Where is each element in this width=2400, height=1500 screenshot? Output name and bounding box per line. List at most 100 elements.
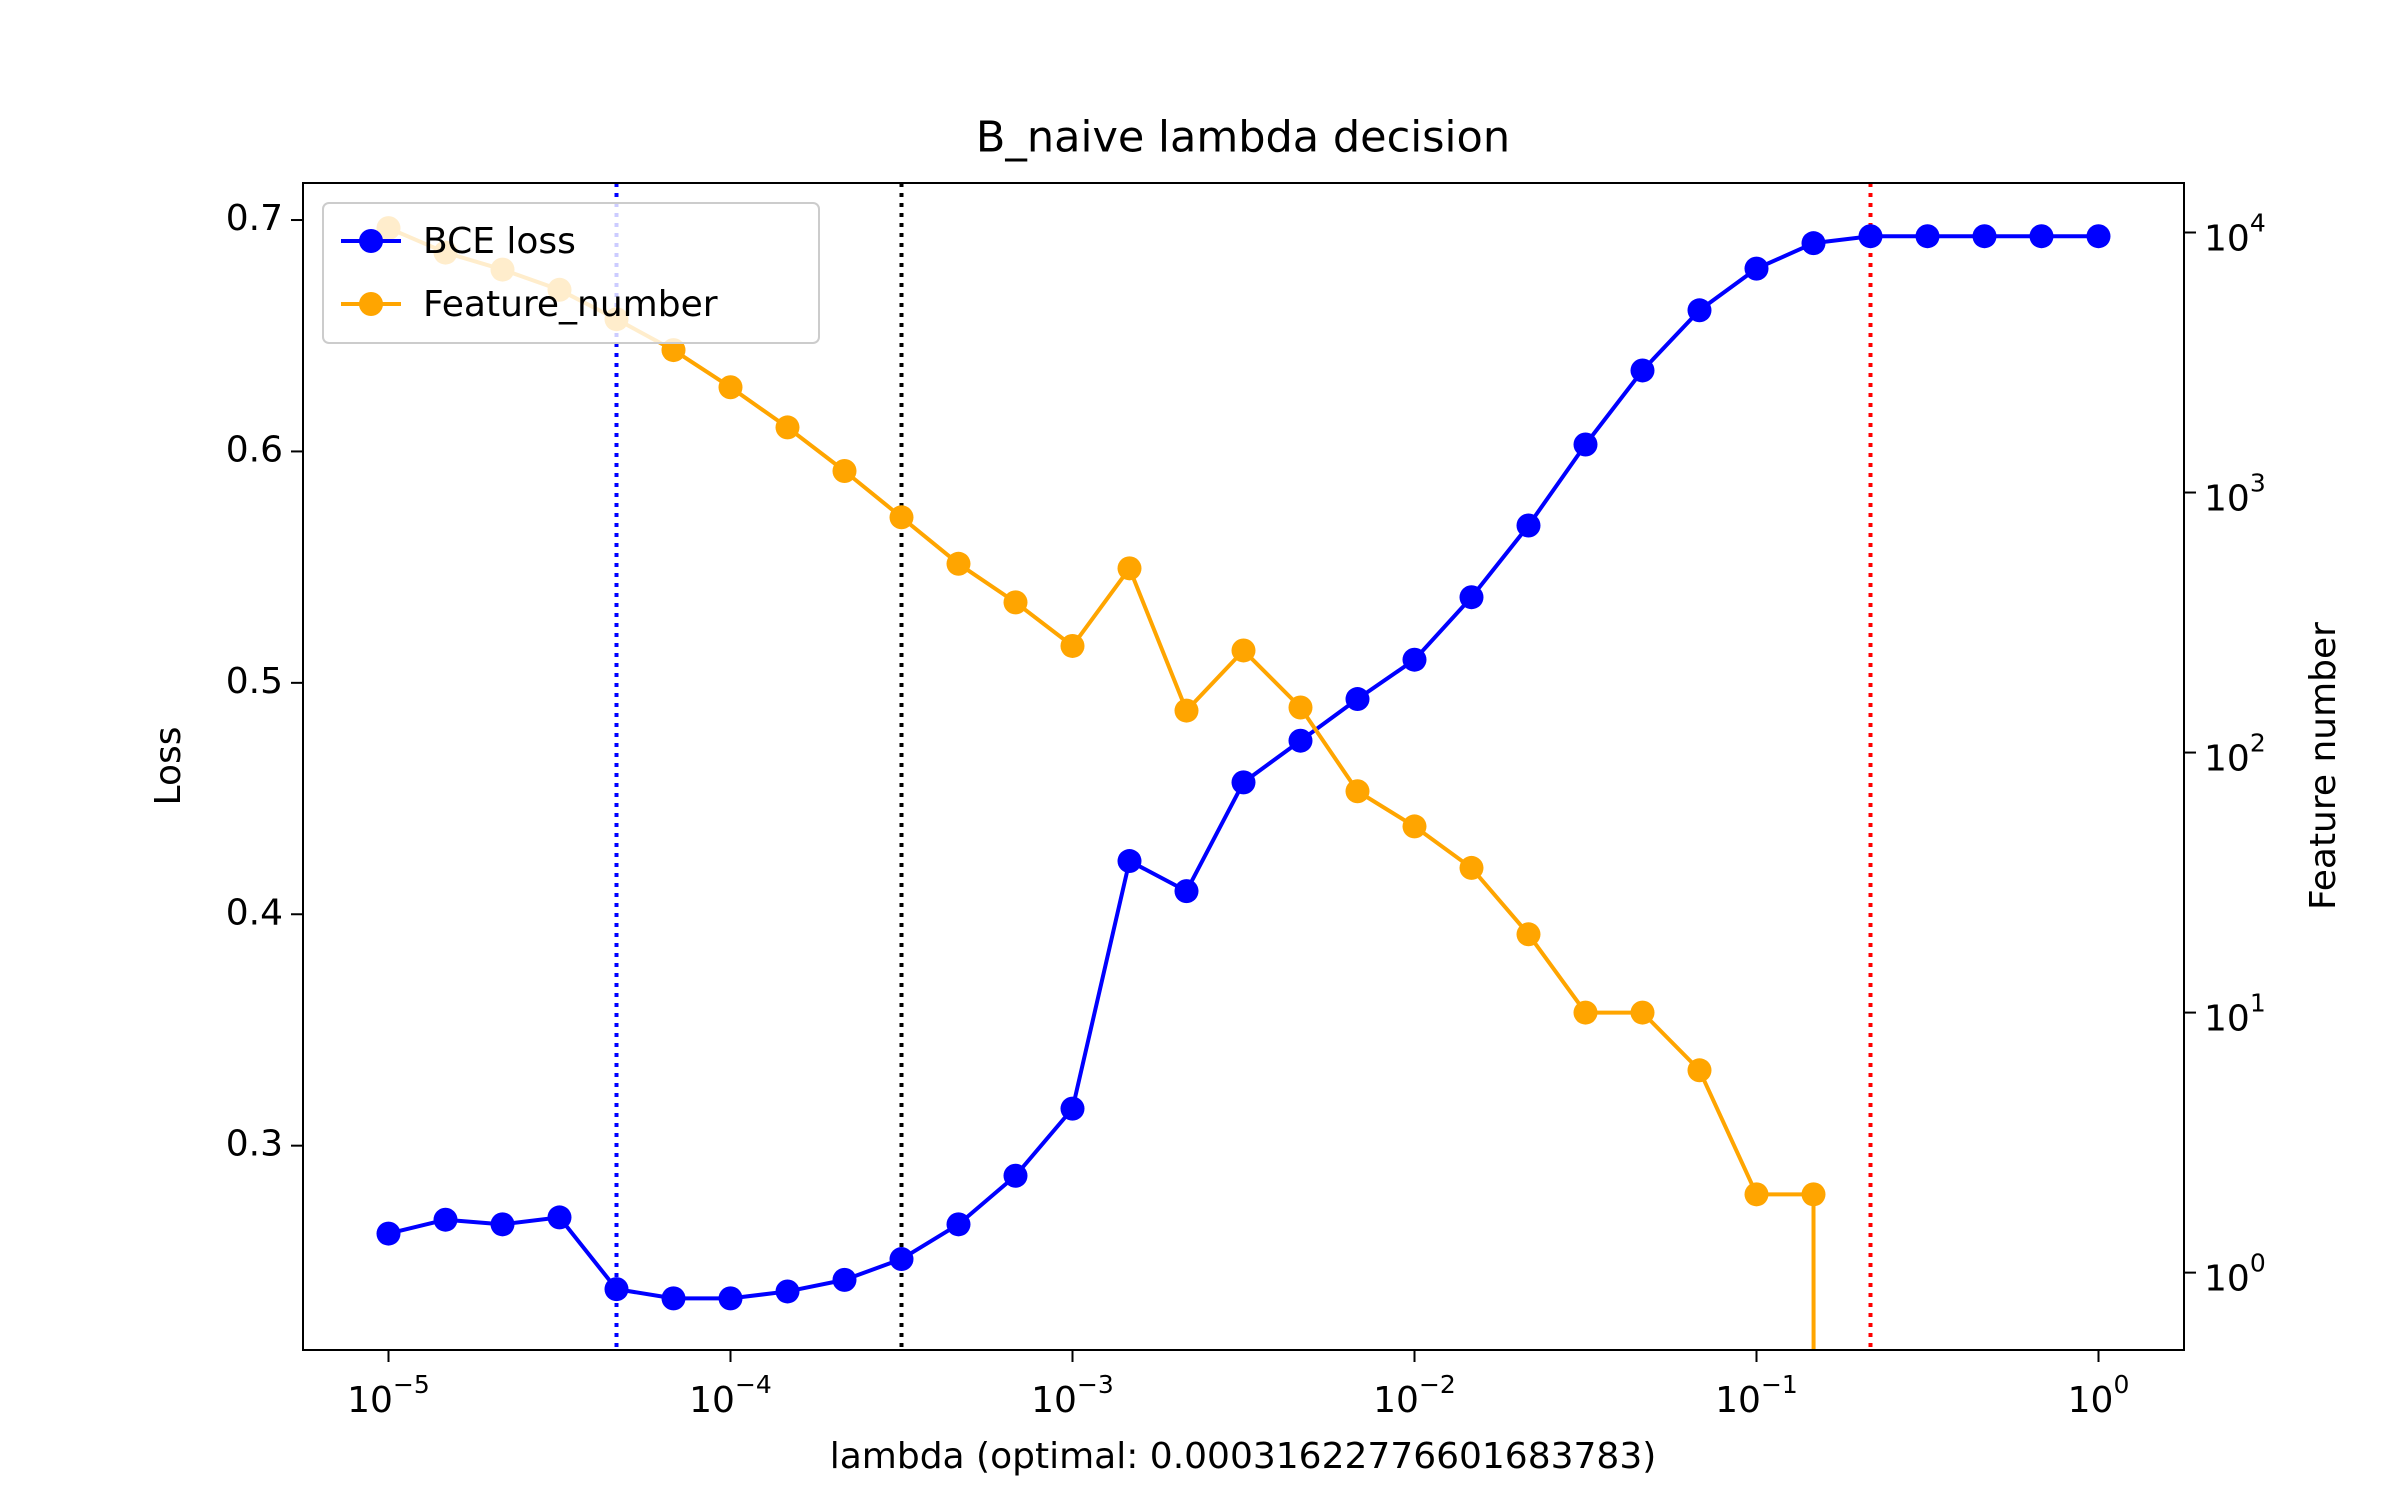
y2-tick-label: 103 — [2204, 469, 2266, 520]
x-tick-label: 10−1 — [1715, 1370, 1798, 1421]
y-axis-label: Loss — [148, 727, 189, 806]
plot-area — [376, 183, 2111, 1350]
data-point — [1915, 224, 1940, 249]
x-tick-label-base: 10 — [1031, 1380, 1077, 1421]
y-tick-label: 0.5 — [226, 661, 283, 702]
legend-label: Feature_number — [423, 284, 718, 325]
legend-label: BCE loss — [423, 221, 576, 262]
data-point — [1060, 1096, 1085, 1121]
data-point — [1060, 633, 1085, 658]
data-point — [1117, 849, 1142, 874]
data-point — [718, 375, 743, 400]
y-tick-label: 0.4 — [226, 892, 283, 933]
data-point — [1573, 432, 1598, 457]
data-point — [1231, 638, 1256, 663]
data-point — [1630, 1000, 1655, 1025]
y2-tick-label: 101 — [2204, 989, 2266, 1040]
data-point — [1345, 779, 1370, 804]
y-tick-label: 0.3 — [226, 1124, 283, 1165]
y2-tick-label-base: 10 — [2204, 218, 2250, 259]
data-point — [889, 505, 914, 530]
data-point — [832, 458, 857, 483]
data-point — [775, 1279, 800, 1304]
y2-tick-label-exponent: 2 — [2250, 729, 2266, 758]
y-tick-label: 0.7 — [226, 198, 283, 239]
y2-tick-label-exponent: 0 — [2250, 1249, 2266, 1278]
data-point — [1003, 590, 1028, 615]
data-point — [490, 1212, 515, 1237]
data-point — [1972, 224, 1997, 249]
x-tick-label-base: 10 — [1715, 1380, 1761, 1421]
data-point — [433, 1207, 458, 1232]
data-point — [832, 1267, 857, 1292]
y2-axis-label: Feature number — [2303, 622, 2344, 910]
data-point — [547, 1205, 572, 1230]
data-point — [1687, 298, 1712, 323]
x-tick-label-exponent: −2 — [1419, 1370, 1456, 1399]
data-point — [718, 1286, 743, 1311]
x-axis-label: lambda (optimal: 0.00031622776601683783) — [830, 1436, 1657, 1477]
data-point — [1516, 922, 1541, 947]
legend-box — [322, 202, 820, 344]
data-point — [1459, 855, 1484, 880]
data-point — [1744, 256, 1769, 281]
series-line — [387, 226, 1816, 1350]
y2-tick-label-exponent: 3 — [2250, 469, 2266, 498]
data-point — [2086, 224, 2111, 249]
data-point — [1345, 687, 1370, 712]
x-tick-label-base: 10 — [1373, 1380, 1419, 1421]
data-point — [1801, 1182, 1826, 1207]
y2-tick-label: 102 — [2204, 729, 2266, 780]
data-point — [1288, 728, 1313, 753]
data-point — [661, 338, 686, 363]
data-point — [1402, 647, 1427, 672]
data-point — [1459, 585, 1484, 610]
data-point — [1174, 698, 1199, 723]
x-tick-label-exponent: −3 — [1077, 1370, 1114, 1399]
x-tick-label-exponent: −1 — [1761, 1370, 1798, 1399]
x-tick-label: 10−4 — [689, 1370, 772, 1421]
y-tick-label: 0.6 — [226, 429, 283, 470]
x-tick-label: 10−5 — [347, 1370, 430, 1421]
data-point — [1288, 695, 1313, 720]
x-tick-label-base: 10 — [2068, 1380, 2114, 1421]
y2-tick-label-base: 10 — [2204, 999, 2250, 1040]
legend-marker — [359, 292, 383, 316]
x-tick-label-exponent: 0 — [2113, 1370, 2129, 1399]
x-tick-label-base: 10 — [689, 1380, 735, 1421]
y2-tick-label-base: 10 — [2204, 1259, 2250, 1300]
data-point — [1801, 231, 1826, 256]
y2-tick-label-exponent: 1 — [2250, 989, 2266, 1018]
x-tick-label-exponent: −4 — [735, 1370, 772, 1399]
data-point — [1687, 1058, 1712, 1083]
data-point — [2029, 224, 2054, 249]
data-point — [1003, 1163, 1028, 1188]
data-point — [1174, 879, 1199, 904]
data-point — [661, 1286, 686, 1311]
y2-tick-label-exponent: 4 — [2250, 208, 2266, 237]
y2-tick-label-base: 10 — [2204, 739, 2250, 780]
data-point — [775, 415, 800, 440]
data-point — [1858, 224, 1883, 249]
legend-marker — [359, 229, 383, 253]
y2-tick-label-base: 10 — [2204, 479, 2250, 520]
series-line — [388, 234, 2099, 1301]
y2-tick-label: 100 — [2204, 1249, 2266, 1300]
data-point — [376, 1221, 401, 1246]
chart-title: B_naive lambda decision — [976, 113, 1510, 163]
x-tick-label-base: 10 — [347, 1380, 393, 1421]
x-tick-label: 100 — [2068, 1370, 2130, 1421]
data-point — [1516, 513, 1541, 538]
data-point — [1402, 814, 1427, 839]
data-point — [1117, 556, 1142, 581]
data-point — [1630, 358, 1655, 383]
x-tick-label: 10−2 — [1373, 1370, 1456, 1421]
data-point — [1231, 770, 1256, 795]
data-point — [1744, 1182, 1769, 1207]
data-point — [1573, 1000, 1598, 1025]
data-point — [946, 551, 971, 576]
axes-frame — [302, 182, 2185, 1351]
x-tick-label-exponent: −5 — [393, 1370, 430, 1399]
data-point — [604, 1277, 629, 1302]
